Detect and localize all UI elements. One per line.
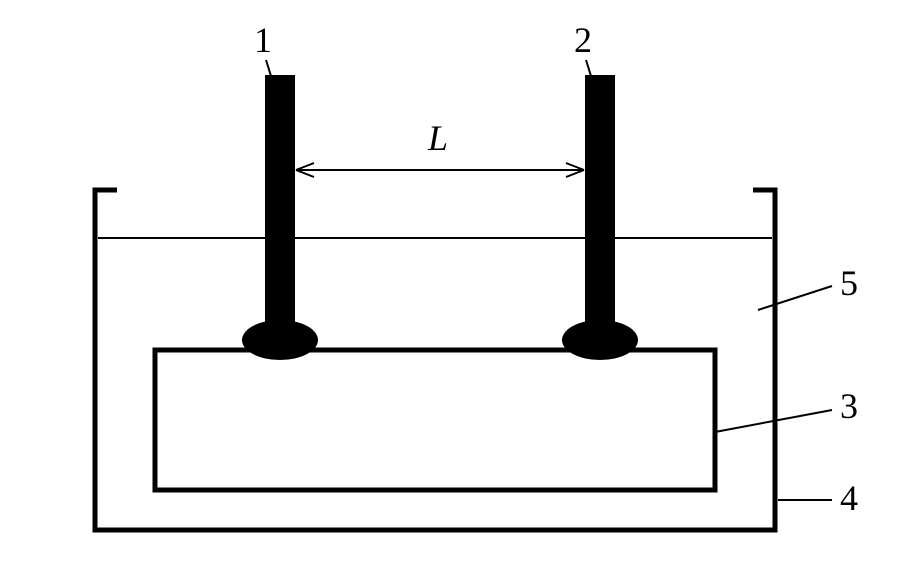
label-1: 1	[254, 20, 272, 60]
electrode-right-post	[585, 75, 615, 340]
label-L: L	[427, 118, 448, 158]
container-outline	[95, 190, 775, 530]
sample-block	[155, 350, 715, 490]
label-2: 2	[574, 20, 592, 60]
electrode-left-post	[265, 75, 295, 340]
label-4: 4	[840, 478, 858, 518]
label-3: 3	[840, 386, 858, 426]
label-5: 5	[840, 263, 858, 303]
leader-line-5	[758, 286, 832, 310]
